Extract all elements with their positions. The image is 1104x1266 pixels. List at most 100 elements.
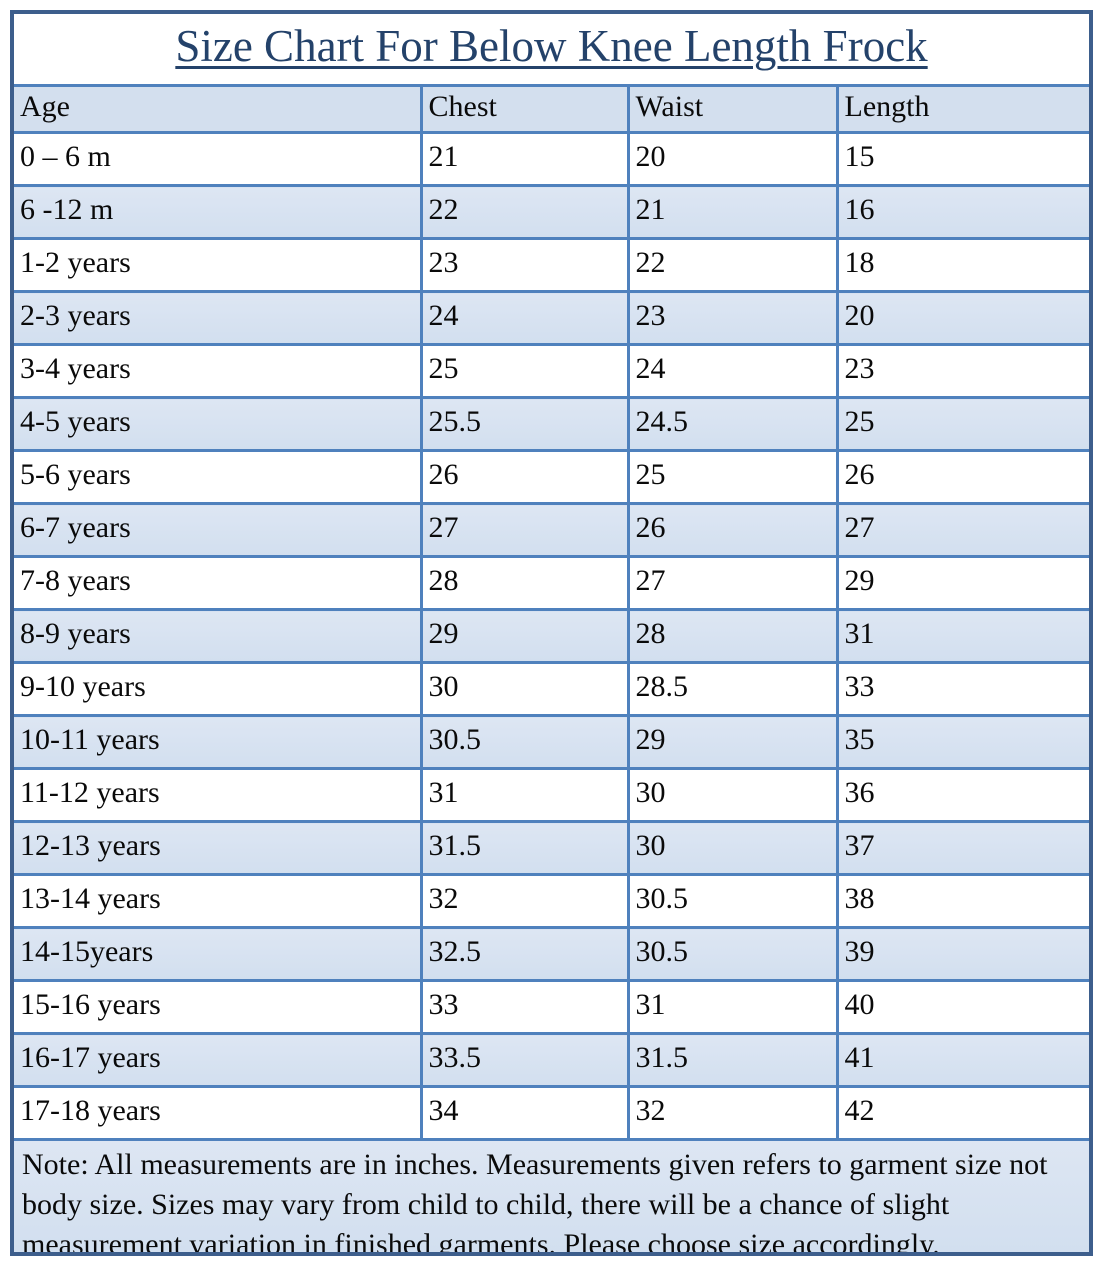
age-cell: 17-18 years bbox=[14, 1085, 423, 1141]
age-cell: 6 -12 m bbox=[14, 184, 423, 240]
measurement-cell: 28.5 bbox=[626, 661, 839, 717]
measurement-cell: 20 bbox=[626, 131, 839, 187]
column-header-chest: Chest bbox=[419, 86, 630, 134]
age-cell: 5-6 years bbox=[14, 449, 423, 505]
table-row: 6-7 years 27 26 27 bbox=[14, 502, 1089, 558]
measurement-cell: 30 bbox=[626, 820, 839, 876]
measurement-cell: 39 bbox=[835, 926, 1089, 982]
age-cell: 9-10 years bbox=[14, 661, 423, 717]
age-cell: 15-16 years bbox=[14, 979, 423, 1035]
table-body: 0 – 6 m 21 20 15 6 -12 m 22 21 16 1-2 years 23 22 1… bbox=[14, 131, 1089, 1141]
table-row: 10-11 years 30.5 29 35 bbox=[14, 714, 1089, 770]
table-row: 8-9 years 29 28 31 bbox=[14, 608, 1089, 664]
measurement-cell: 24.5 bbox=[626, 396, 839, 452]
measurement-cell: 35 bbox=[835, 714, 1089, 770]
age-cell: 0 – 6 m bbox=[14, 131, 423, 187]
age-cell: 2-3 years bbox=[14, 290, 423, 346]
measurement-cell: 25.5 bbox=[419, 396, 630, 452]
measurement-cell: 36 bbox=[835, 767, 1089, 823]
age-cell: 7-8 years bbox=[14, 555, 423, 611]
table-row: 15-16 years 33 31 40 bbox=[14, 979, 1089, 1035]
table-row: 16-17 years 33.5 31.5 41 bbox=[14, 1032, 1089, 1088]
measurement-cell: 32 bbox=[419, 873, 630, 929]
measurement-cell: 26 bbox=[835, 449, 1089, 505]
measurement-cell: 42 bbox=[835, 1085, 1089, 1141]
measurement-cell: 33 bbox=[835, 661, 1089, 717]
measurement-cell: 32.5 bbox=[419, 926, 630, 982]
age-cell: 16-17 years bbox=[14, 1032, 423, 1088]
size-chart-frame: Size Chart For Below Knee Length Frock A… bbox=[10, 10, 1093, 1256]
column-header-length: Length bbox=[835, 86, 1089, 134]
measurement-cell: 23 bbox=[626, 290, 839, 346]
measurement-cell: 21 bbox=[419, 131, 630, 187]
table-row: 13-14 years 32 30.5 38 bbox=[14, 873, 1089, 929]
measurement-cell: 41 bbox=[835, 1032, 1089, 1088]
title-bar: Size Chart For Below Knee Length Frock bbox=[14, 14, 1089, 87]
measurement-cell: 30.5 bbox=[419, 714, 630, 770]
measurement-cell: 30.5 bbox=[626, 926, 839, 982]
measurement-cell: 16 bbox=[835, 184, 1089, 240]
column-header-waist: Waist bbox=[626, 86, 839, 134]
measurement-cell: 24 bbox=[626, 343, 839, 399]
table-row: 0 – 6 m 21 20 15 bbox=[14, 131, 1089, 187]
measurement-cell: 18 bbox=[835, 237, 1089, 293]
age-cell: 4-5 years bbox=[14, 396, 423, 452]
table-row: 11-12 years 31 30 36 bbox=[14, 767, 1089, 823]
measurement-cell: 28 bbox=[626, 608, 839, 664]
table-row: 4-5 years 25.5 24.5 25 bbox=[14, 396, 1089, 452]
column-header-age: Age bbox=[14, 86, 423, 134]
measurement-cell: 25 bbox=[419, 343, 630, 399]
measurement-cell: 30 bbox=[419, 661, 630, 717]
measurement-cell: 31.5 bbox=[419, 820, 630, 876]
measurement-cell: 31 bbox=[835, 608, 1089, 664]
measurement-cell: 27 bbox=[419, 502, 630, 558]
measurement-cell: 40 bbox=[835, 979, 1089, 1035]
measurement-cell: 38 bbox=[835, 873, 1089, 929]
age-cell: 11-12 years bbox=[14, 767, 423, 823]
table-row: 2-3 years 24 23 20 bbox=[14, 290, 1089, 346]
measurement-cell: 23 bbox=[835, 343, 1089, 399]
measurement-cell: 29 bbox=[835, 555, 1089, 611]
age-cell: 1-2 years bbox=[14, 237, 423, 293]
measurement-cell: 25 bbox=[835, 396, 1089, 452]
table-header: Age Chest Waist Length bbox=[14, 86, 1089, 134]
table-row: 9-10 years 30 28.5 33 bbox=[14, 661, 1089, 717]
measurement-cell: 32 bbox=[626, 1085, 839, 1141]
measurement-cell: 29 bbox=[626, 714, 839, 770]
measurement-cell: 31 bbox=[419, 767, 630, 823]
measurement-cell: 15 bbox=[835, 131, 1089, 187]
measurement-cell: 22 bbox=[626, 237, 839, 293]
table-row: 3-4 years 25 24 23 bbox=[14, 343, 1089, 399]
table-row: 17-18 years 34 32 42 bbox=[14, 1085, 1089, 1141]
table-row: 12-13 years 31.5 30 37 bbox=[14, 820, 1089, 876]
measurement-cell: 29 bbox=[419, 608, 630, 664]
measurement-cell: 34 bbox=[419, 1085, 630, 1141]
age-cell: 10-11 years bbox=[14, 714, 423, 770]
measurement-cell: 30.5 bbox=[626, 873, 839, 929]
table-row: 6 -12 m 22 21 16 bbox=[14, 184, 1089, 240]
measurement-cell: 25 bbox=[626, 449, 839, 505]
table-row: 5-6 years 26 25 26 bbox=[14, 449, 1089, 505]
measurement-cell: 24 bbox=[419, 290, 630, 346]
note-text: Note: All measurements are in inches. Me… bbox=[14, 1141, 1089, 1252]
measurement-cell: 30 bbox=[626, 767, 839, 823]
measurement-cell: 28 bbox=[419, 555, 630, 611]
measurement-cell: 23 bbox=[419, 237, 630, 293]
age-cell: 6-7 years bbox=[14, 502, 423, 558]
measurement-cell: 31.5 bbox=[626, 1032, 839, 1088]
measurement-cell: 31 bbox=[626, 979, 839, 1035]
age-cell: 3-4 years bbox=[14, 343, 423, 399]
measurement-cell: 33.5 bbox=[419, 1032, 630, 1088]
table-row: 7-8 years 28 27 29 bbox=[14, 555, 1089, 611]
measurement-cell: 26 bbox=[419, 449, 630, 505]
measurement-cell: 27 bbox=[626, 555, 839, 611]
table-row: 1-2 years 23 22 18 bbox=[14, 237, 1089, 293]
table-header-row: Age Chest Waist Length bbox=[14, 86, 1089, 134]
measurement-cell: 33 bbox=[419, 979, 630, 1035]
age-cell: 13-14 years bbox=[14, 873, 423, 929]
page-title: Size Chart For Below Knee Length Frock bbox=[175, 21, 928, 71]
measurement-cell: 26 bbox=[626, 502, 839, 558]
size-chart-table: Age Chest Waist Length 0 – 6 m 21 20 15 6 -12 m… bbox=[14, 86, 1089, 1141]
measurement-cell: 21 bbox=[626, 184, 839, 240]
